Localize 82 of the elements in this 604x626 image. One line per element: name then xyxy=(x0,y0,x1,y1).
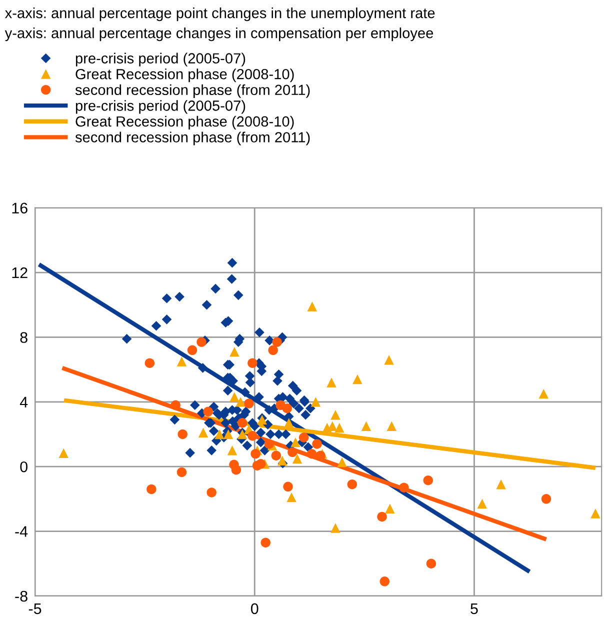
y-tick-label: 0 xyxy=(20,461,28,472)
point xyxy=(330,523,340,533)
point xyxy=(298,432,309,442)
legend-label: second recession phase (from 2011) xyxy=(75,132,310,146)
y-tick-label: 16 xyxy=(12,202,28,214)
point xyxy=(256,458,266,469)
point xyxy=(286,492,296,502)
point xyxy=(178,429,188,440)
legend-label: Great Recession phase (2008-10) xyxy=(76,116,294,130)
point xyxy=(214,429,224,440)
point xyxy=(334,422,344,433)
point xyxy=(399,482,409,492)
point xyxy=(423,475,433,486)
point xyxy=(236,397,246,407)
point xyxy=(496,480,506,490)
point xyxy=(283,482,293,492)
x-tick-label: -5 xyxy=(28,603,42,614)
point xyxy=(292,454,302,464)
point xyxy=(380,576,390,586)
legend-label: second recession phase (from 2011) xyxy=(75,84,310,98)
point xyxy=(290,437,300,448)
point xyxy=(377,512,387,522)
y-tick-label: -8 xyxy=(15,590,28,602)
text: y-axis: annual percentage changes in compensation per employee xyxy=(4,28,434,42)
point xyxy=(248,358,258,368)
point xyxy=(538,388,548,399)
point xyxy=(198,428,208,438)
point xyxy=(337,457,347,468)
text: x-axis: annual percentage point changes in the unemployment rate xyxy=(4,8,435,22)
point xyxy=(144,358,155,368)
point xyxy=(260,538,270,548)
point xyxy=(176,356,187,366)
x-tick-label: 0 xyxy=(250,603,258,614)
point xyxy=(385,504,395,514)
point xyxy=(307,302,318,312)
point xyxy=(282,404,292,414)
point xyxy=(237,418,248,428)
point xyxy=(146,484,156,494)
y-tick-label: 8 xyxy=(20,332,28,343)
point xyxy=(170,400,180,410)
point xyxy=(386,421,397,432)
point xyxy=(590,508,600,518)
y-tick-label: 12 xyxy=(12,267,28,278)
point xyxy=(347,480,357,490)
point xyxy=(272,337,282,347)
point xyxy=(288,447,298,458)
point xyxy=(203,406,213,416)
point xyxy=(58,448,68,458)
y-tick-label: 4 xyxy=(20,396,28,408)
point xyxy=(271,450,282,460)
point xyxy=(352,374,362,384)
point xyxy=(277,456,288,466)
point xyxy=(231,464,242,475)
y-tick-label: -4 xyxy=(15,526,28,537)
point xyxy=(264,439,274,449)
point xyxy=(268,345,278,356)
point xyxy=(361,421,372,432)
point xyxy=(426,558,436,568)
legend-label: Great Recession phase (2008-10) xyxy=(76,68,294,82)
point xyxy=(206,488,216,498)
point xyxy=(306,448,317,459)
point xyxy=(187,345,198,356)
point xyxy=(541,494,552,504)
point xyxy=(284,418,294,428)
point xyxy=(176,467,187,478)
x-tick-label: 5 xyxy=(470,603,478,614)
point xyxy=(227,446,238,456)
point xyxy=(312,439,322,449)
point xyxy=(477,498,487,509)
point xyxy=(230,392,240,402)
point xyxy=(250,448,260,459)
point xyxy=(328,421,338,432)
point xyxy=(330,410,340,420)
point xyxy=(244,398,254,408)
legend-label: pre-crisis period (2005-07) xyxy=(76,100,246,114)
point xyxy=(326,378,336,388)
point xyxy=(310,397,321,407)
point xyxy=(223,429,234,440)
point xyxy=(384,354,394,365)
point xyxy=(196,337,206,347)
legend-label: pre-crisis period (2005-07) xyxy=(76,52,246,66)
point xyxy=(230,346,240,357)
